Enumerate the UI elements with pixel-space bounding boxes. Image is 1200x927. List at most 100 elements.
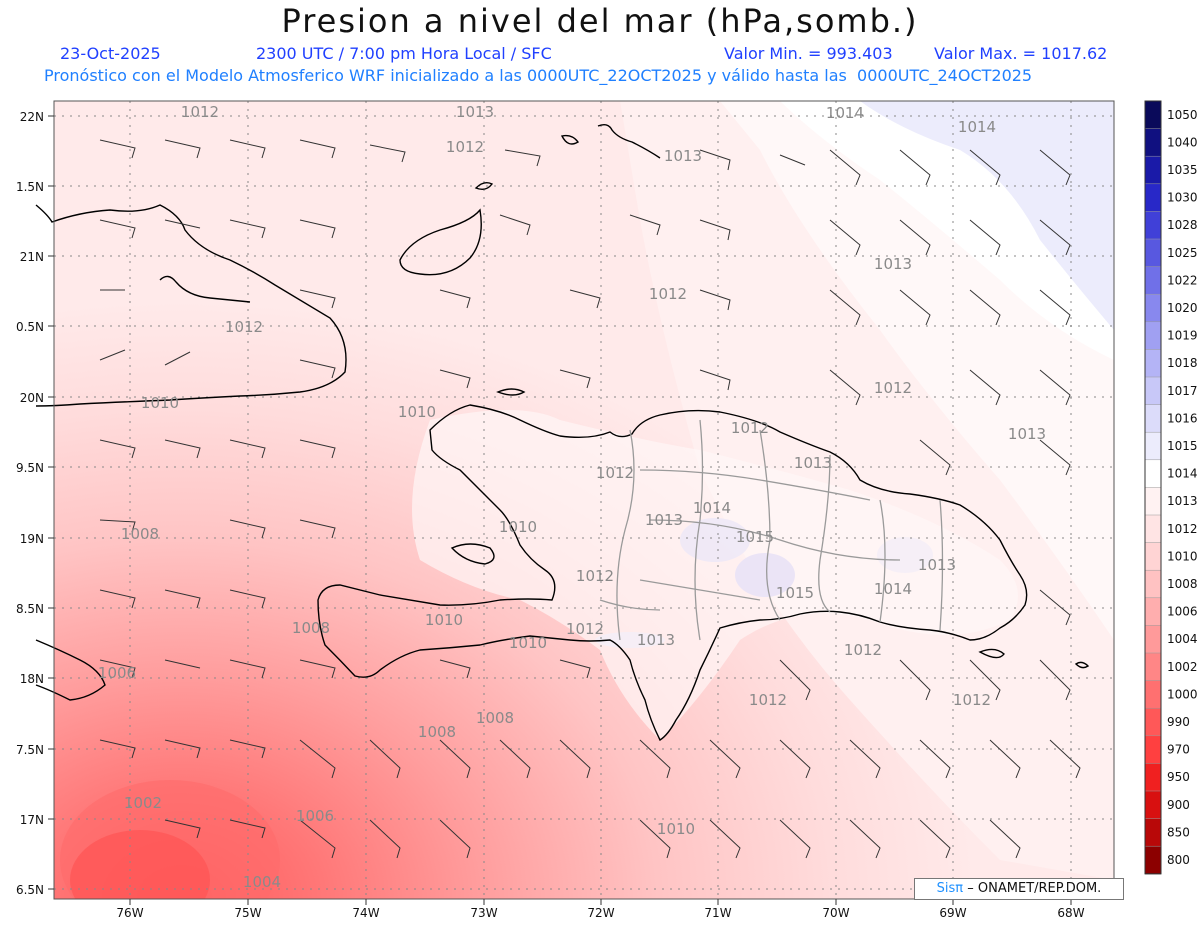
colorbar-swatch bbox=[1144, 680, 1162, 709]
lat-label: 8.5N bbox=[16, 602, 44, 616]
contour-label: 1013 bbox=[645, 511, 683, 529]
colorbar-swatch bbox=[1144, 183, 1162, 213]
colorbar-label: 1035 bbox=[1167, 163, 1198, 177]
longitude-labels: 76W 75W 74W 73W 72W 71W 70W 69W 68W bbox=[116, 899, 1085, 920]
contour-label: 1014 bbox=[958, 118, 996, 136]
contour-label: 1012 bbox=[181, 103, 219, 121]
contour-label: 1006 bbox=[296, 807, 334, 825]
colorbar-label: 1019 bbox=[1167, 329, 1198, 343]
colorbar-swatch bbox=[1144, 763, 1162, 792]
contour-label: 1004 bbox=[243, 873, 281, 891]
contour-label: 1012 bbox=[749, 691, 787, 709]
colorbar-label: 990 bbox=[1167, 715, 1190, 729]
colorbar-swatch bbox=[1144, 349, 1162, 378]
contour-label: 1012 bbox=[446, 138, 484, 156]
contour-labels: 1012 1013 1014 1014 1012 1013 1013 1012 1012 1012… bbox=[98, 103, 1046, 891]
contour-label: 1012 bbox=[596, 464, 634, 482]
colorbar-label: 1006 bbox=[1167, 605, 1198, 619]
colorbar: 1050 1040 1035 1030 1028 1025 1022 1020 1019 1018… bbox=[1144, 100, 1198, 875]
contour-label: 1008 bbox=[418, 723, 456, 741]
contour-label: 1014 bbox=[693, 499, 731, 517]
colorbar-label: 1012 bbox=[1167, 522, 1198, 536]
colorbar-swatch bbox=[1144, 542, 1162, 571]
colorbar-swatch bbox=[1144, 293, 1162, 323]
credit-box: Sisπ – ONAMET/REP.DOM. bbox=[914, 878, 1124, 900]
colorbar-label: 850 bbox=[1167, 825, 1190, 839]
contour-label: 1013 bbox=[1008, 425, 1046, 443]
shaded-field bbox=[54, 101, 1114, 899]
colorbar-label: 1015 bbox=[1167, 439, 1198, 453]
contour-label: 1013 bbox=[918, 556, 956, 574]
colorbar-label: 970 bbox=[1167, 743, 1190, 757]
contour-label: 1010 bbox=[509, 634, 547, 652]
lon-label: 68W bbox=[1057, 906, 1084, 920]
colorbar-label: 1002 bbox=[1167, 660, 1198, 674]
colorbar-swatch bbox=[1144, 652, 1162, 682]
colorbar-label: 1016 bbox=[1167, 411, 1198, 425]
colorbar-swatch bbox=[1144, 707, 1162, 737]
colorbar-label: 900 bbox=[1167, 798, 1190, 812]
colorbar-frame bbox=[1144, 100, 1162, 875]
max-value: Valor Max. = 1017.62 bbox=[934, 44, 1108, 63]
lon-label: 72W bbox=[587, 906, 614, 920]
colorbar-label: 1025 bbox=[1167, 246, 1198, 260]
lon-label: 71W bbox=[704, 906, 731, 920]
colorbar-swatch bbox=[1144, 321, 1162, 351]
colorbar-label: 1014 bbox=[1167, 467, 1198, 481]
colorbar-swatch bbox=[1144, 569, 1162, 599]
contour-label: 1013 bbox=[874, 255, 912, 273]
colorbar-swatch bbox=[1144, 100, 1162, 130]
contour-label: 1014 bbox=[874, 580, 912, 598]
colorbar-swatch bbox=[1144, 155, 1162, 185]
lat-label: 7.5N bbox=[16, 743, 44, 757]
map-frame bbox=[53, 100, 1115, 900]
colorbar-label: 950 bbox=[1167, 770, 1190, 784]
colorbar-swatch bbox=[1144, 459, 1162, 489]
colorbar-swatch bbox=[1144, 211, 1162, 240]
colorbar-swatch bbox=[1144, 514, 1162, 544]
colorbar-swatch bbox=[1144, 376, 1162, 406]
contour-label: 1012 bbox=[844, 641, 882, 659]
sispi-logo: Sisπ bbox=[936, 881, 964, 896]
contour-label: 1010 bbox=[398, 403, 436, 421]
contour-label: 1013 bbox=[637, 631, 675, 649]
colorbar-label: 1017 bbox=[1167, 384, 1198, 398]
lon-label: 69W bbox=[939, 906, 966, 920]
colorbar-label: 1030 bbox=[1167, 191, 1198, 205]
lat-label: 1.5N bbox=[16, 180, 44, 194]
colorbar-swatch bbox=[1144, 597, 1162, 627]
contour-label: 1013 bbox=[664, 147, 702, 165]
colorbar-swatch bbox=[1144, 818, 1162, 847]
contour-label: 1015 bbox=[736, 528, 774, 546]
contour-label: 1010 bbox=[141, 394, 179, 412]
lat-label: 17N bbox=[20, 813, 44, 827]
colorbar-label: 1040 bbox=[1167, 135, 1198, 149]
contour-label: 1012 bbox=[576, 567, 614, 585]
colorbar-label: 1018 bbox=[1167, 356, 1198, 370]
contour-label: 1008 bbox=[476, 709, 514, 727]
contour-label: 1013 bbox=[794, 454, 832, 472]
credit-text: – ONAMET/REP.DOM. bbox=[967, 881, 1102, 896]
colorbar-label: 1022 bbox=[1167, 273, 1198, 287]
contour-label: 1006 bbox=[98, 664, 136, 682]
wind-barbs bbox=[99, 139, 1081, 859]
contour-label: 1012 bbox=[649, 285, 687, 303]
lon-label: 76W bbox=[116, 906, 143, 920]
colorbar-swatch bbox=[1144, 266, 1162, 295]
contour-label: 1012 bbox=[731, 419, 769, 437]
model-info: Pronóstico con el Modelo Atmosferico WRF… bbox=[44, 66, 1033, 85]
lat-label: 20N bbox=[20, 391, 44, 405]
colorbar-swatch bbox=[1144, 431, 1162, 461]
contour-label: 1012 bbox=[874, 379, 912, 397]
colorbar-label: 1013 bbox=[1167, 494, 1198, 508]
contour-label: 1010 bbox=[425, 611, 463, 629]
lon-label: 73W bbox=[470, 906, 497, 920]
colorbar-label: 1000 bbox=[1167, 687, 1198, 701]
colorbar-label: 1004 bbox=[1167, 632, 1198, 646]
colorbar-swatch bbox=[1144, 128, 1162, 157]
colorbar-swatch bbox=[1144, 790, 1162, 820]
colorbar-label: 1020 bbox=[1167, 301, 1198, 315]
contour-label: 1012 bbox=[566, 620, 604, 638]
colorbar-label: 1010 bbox=[1167, 549, 1198, 563]
